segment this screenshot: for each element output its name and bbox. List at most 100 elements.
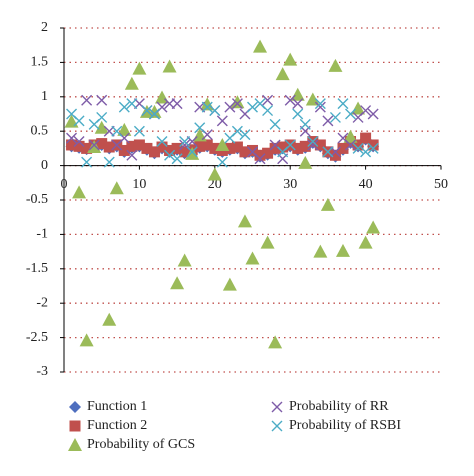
point — [299, 118, 311, 130]
x-tick-label: 10 — [132, 177, 146, 192]
point — [216, 156, 228, 168]
point — [360, 132, 372, 144]
point — [102, 312, 117, 326]
point — [64, 114, 79, 128]
point — [352, 142, 364, 154]
point — [231, 98, 243, 110]
point — [117, 122, 132, 136]
x-tick-label: 20 — [208, 177, 222, 192]
point — [253, 39, 268, 53]
point — [367, 108, 379, 120]
point — [262, 94, 274, 106]
point — [179, 136, 191, 148]
y-tick-label: 1 — [41, 89, 48, 104]
point — [343, 129, 358, 143]
point — [179, 146, 191, 158]
point — [329, 111, 341, 123]
point — [171, 153, 183, 165]
point — [66, 132, 78, 144]
legend-label: Probability of GCS — [87, 437, 195, 452]
point — [72, 185, 87, 199]
point — [148, 146, 160, 158]
point — [254, 153, 266, 165]
point — [351, 101, 366, 115]
point — [73, 140, 85, 152]
point — [322, 115, 334, 127]
point — [298, 155, 313, 169]
point — [164, 144, 176, 156]
point — [328, 58, 343, 72]
point — [239, 146, 251, 158]
point — [269, 118, 281, 130]
point — [230, 95, 245, 109]
point — [207, 167, 222, 181]
point — [277, 141, 289, 153]
point — [268, 335, 283, 349]
x-tick-label: 0 — [61, 177, 68, 192]
point — [109, 181, 124, 195]
point — [337, 142, 349, 154]
point — [322, 146, 334, 158]
point — [367, 139, 379, 151]
legend-marker — [69, 420, 81, 432]
y-tick-label: 0 — [41, 158, 48, 173]
point — [103, 156, 115, 168]
point — [337, 98, 349, 110]
point — [96, 111, 108, 123]
legend-label: Probability of RSBI — [289, 418, 401, 433]
point — [247, 144, 258, 156]
point — [103, 141, 115, 153]
point — [292, 142, 304, 154]
y-tick-label: 2 — [41, 20, 48, 35]
point — [352, 139, 364, 151]
y-tick-label: 0.5 — [31, 123, 49, 138]
legend-label: Probability of RR — [289, 399, 389, 414]
legend-marker — [69, 401, 81, 413]
point — [247, 101, 258, 113]
point — [177, 253, 192, 267]
legend-marker — [271, 420, 283, 432]
point — [126, 149, 138, 161]
point — [194, 122, 206, 134]
point — [292, 108, 304, 120]
point — [81, 94, 93, 106]
point — [81, 142, 93, 154]
legend-marker — [271, 401, 283, 413]
point — [209, 142, 221, 154]
point — [231, 125, 243, 137]
x-tick-label: 30 — [283, 177, 297, 192]
point — [262, 105, 274, 117]
point — [156, 136, 168, 148]
legend-label: Function 2 — [87, 418, 147, 433]
x-tick-label: 50 — [434, 177, 448, 192]
point — [171, 142, 183, 154]
point — [141, 105, 153, 117]
point — [360, 105, 372, 117]
point — [209, 105, 221, 117]
point — [73, 115, 85, 127]
point — [156, 141, 168, 153]
legend-label: Function 1 — [87, 399, 147, 414]
point — [148, 108, 160, 120]
point — [88, 139, 100, 151]
point — [111, 125, 123, 137]
point — [284, 94, 296, 106]
point — [124, 76, 139, 90]
point — [79, 333, 94, 347]
point — [162, 59, 177, 73]
point — [164, 149, 176, 161]
point — [239, 129, 251, 141]
point — [283, 52, 298, 66]
point — [94, 120, 109, 134]
point — [224, 101, 236, 113]
point — [237, 214, 252, 228]
point — [201, 139, 213, 151]
point — [292, 98, 304, 110]
point — [314, 101, 326, 113]
point — [231, 141, 243, 153]
legend-marker — [68, 438, 82, 451]
point — [245, 251, 260, 265]
point — [126, 98, 138, 110]
point — [260, 235, 275, 249]
